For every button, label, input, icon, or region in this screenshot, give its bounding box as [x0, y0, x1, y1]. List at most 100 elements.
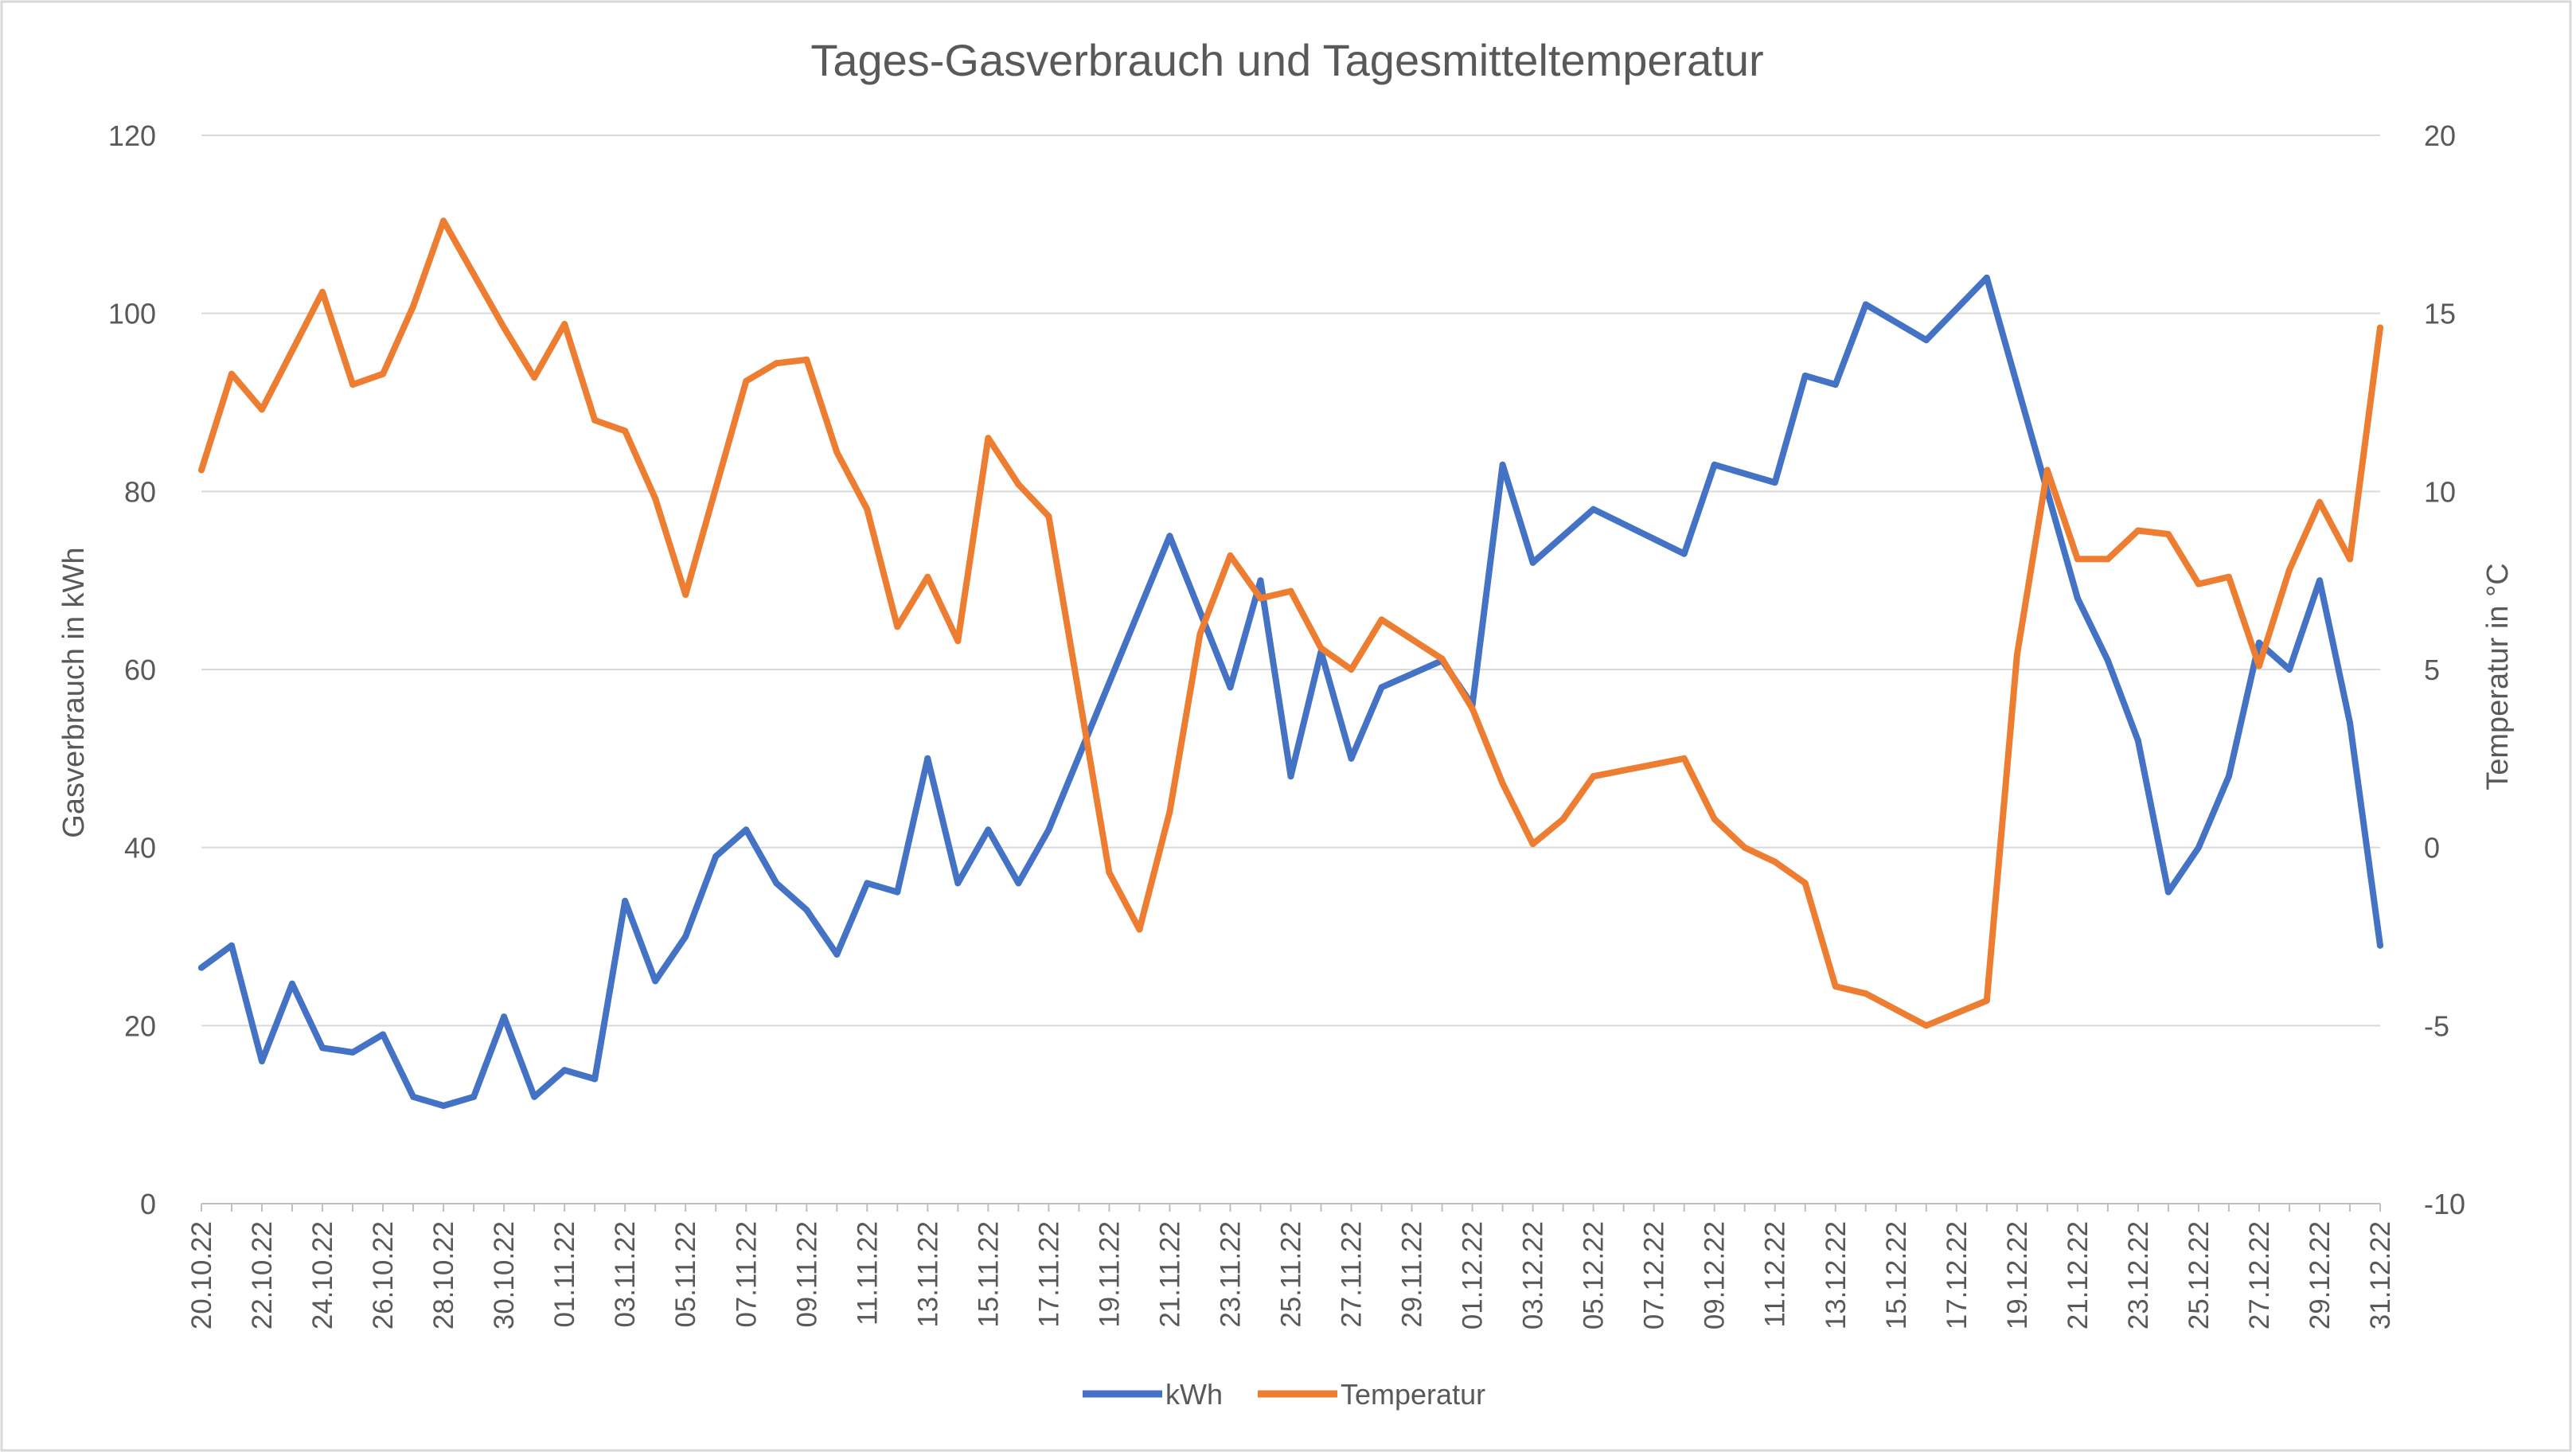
x-tick-label: 30.10.22 — [489, 1221, 520, 1329]
data-point-temperatur — [2225, 573, 2232, 580]
data-point-temperatur — [531, 374, 538, 381]
data-point-kwh — [380, 1031, 387, 1038]
y-axis-title: Gasverbrauch in kWh — [57, 547, 91, 837]
data-point-temperatur — [410, 303, 417, 310]
y2-tick-label: 0 — [2424, 832, 2440, 865]
data-point-kwh — [985, 826, 992, 833]
data-point-temperatur — [2316, 498, 2323, 506]
chart-title: Tages-Gasverbrauch und Tagesmitteltemper… — [810, 35, 1763, 85]
x-tick-label: 17.11.22 — [1033, 1221, 1064, 1328]
data-point-temperatur — [1166, 808, 1173, 815]
data-point-kwh — [501, 1013, 508, 1021]
data-point-kwh — [1227, 684, 1234, 691]
data-point-kwh — [2074, 595, 2081, 602]
x-tick-label: 27.12.22 — [2244, 1221, 2275, 1329]
x-tick-label: 22.10.22 — [247, 1221, 278, 1329]
x-tick-label: 28.10.22 — [428, 1221, 459, 1329]
y-tick-label: 80 — [124, 475, 156, 508]
x-tick-label: 20.10.22 — [186, 1221, 217, 1329]
data-point-temperatur — [1590, 773, 1597, 780]
data-point-kwh — [1257, 577, 1264, 584]
data-point-temperatur — [2164, 531, 2172, 537]
data-point-kwh — [2134, 737, 2141, 744]
data-point-kwh — [1771, 479, 1778, 486]
data-point-temperatur — [198, 466, 205, 474]
data-point-kwh — [743, 826, 750, 833]
data-point-kwh — [1801, 373, 1809, 379]
data-point-temperatur — [1045, 513, 1052, 520]
data-point-temperatur — [1801, 880, 1809, 887]
axes: 0 20 40 60 80 100 120 -10 -5 0 5 10 15 20 20.10.22 22.1… — [108, 119, 2465, 1329]
data-point-kwh — [803, 907, 810, 913]
data-point-temperatur — [501, 324, 508, 331]
data-point-temperatur — [833, 449, 841, 456]
data-point-temperatur — [2286, 566, 2293, 573]
x-tick-label: 13.12.22 — [1821, 1221, 1852, 1329]
y2-axis-title: Temperatur in °C — [2481, 563, 2515, 790]
data-point-temperatur — [1529, 841, 1536, 848]
data-point-kwh — [349, 1048, 357, 1056]
data-point-temperatur — [1862, 990, 1869, 997]
data-point-temperatur — [1832, 983, 1839, 990]
data-point-kwh — [652, 978, 659, 985]
data-point-kwh — [470, 1093, 478, 1100]
data-point-temperatur — [985, 435, 992, 442]
data-point-kwh — [1499, 461, 1506, 468]
data-point-kwh — [289, 980, 295, 987]
data-point-temperatur — [1741, 844, 1748, 851]
series-line-temperatur — [198, 217, 2383, 1029]
data-point-temperatur — [380, 370, 387, 377]
x-tick-label: 01.11.22 — [549, 1221, 580, 1328]
y-tick-label: 120 — [108, 119, 156, 152]
data-point-temperatur — [2134, 527, 2141, 534]
x-tick-label: 26.10.22 — [368, 1221, 399, 1329]
x-tick-label: 19.12.22 — [2002, 1221, 2033, 1329]
data-point-kwh — [2104, 657, 2111, 664]
data-point-kwh — [954, 880, 962, 887]
y2-tick-label: 20 — [2424, 119, 2456, 152]
data-point-temperatur — [1348, 666, 1355, 673]
x-tick-label: 25.12.22 — [2184, 1221, 2215, 1329]
data-point-kwh — [1832, 381, 1839, 388]
data-point-temperatur — [1438, 655, 1446, 662]
data-point-temperatur — [1196, 630, 1204, 638]
data-point-kwh — [198, 964, 205, 971]
data-point-kwh — [1711, 461, 1718, 468]
data-point-temperatur — [1136, 926, 1143, 933]
y2-tick-label: -5 — [2424, 1009, 2449, 1042]
y-tick-label: 40 — [124, 832, 156, 865]
data-point-kwh — [1045, 826, 1052, 833]
data-point-temperatur — [1257, 595, 1264, 602]
x-tick-label: 03.12.22 — [1518, 1221, 1549, 1329]
data-point-kwh — [1287, 773, 1294, 780]
data-point-temperatur — [1559, 815, 1567, 822]
data-point-temperatur — [1227, 552, 1234, 559]
data-point-temperatur — [1680, 755, 1688, 762]
data-point-kwh — [1590, 506, 1597, 513]
data-point-kwh — [1983, 274, 1990, 281]
x-tick-label: 07.11.22 — [731, 1221, 762, 1328]
x-tick-label: 03.11.22 — [610, 1221, 641, 1328]
data-point-temperatur — [2013, 652, 2020, 659]
x-tick-label: 25.11.22 — [1276, 1221, 1307, 1328]
data-point-temperatur — [803, 356, 810, 363]
x-tick-label: 09.11.22 — [791, 1221, 822, 1328]
data-point-kwh — [712, 853, 720, 860]
x-tick-label: 19.11.22 — [1094, 1221, 1125, 1328]
data-point-temperatur — [2377, 324, 2383, 331]
data-point-temperatur — [259, 406, 265, 413]
x-tick-label: 24.10.22 — [307, 1221, 338, 1329]
legend-label-kwh: kWh — [1165, 1378, 1223, 1411]
x-tick-label: 11.11.22 — [852, 1221, 883, 1325]
data-point-temperatur — [622, 427, 629, 435]
data-point-kwh — [410, 1093, 417, 1100]
data-point-temperatur — [2043, 466, 2051, 474]
data-point-temperatur — [1469, 705, 1476, 712]
x-tick-label: 11.12.22 — [1760, 1221, 1791, 1328]
x-tick-label: 15.11.22 — [973, 1221, 1004, 1328]
data-point-temperatur — [1771, 858, 1778, 865]
data-point-kwh — [440, 1103, 447, 1109]
data-point-temperatur — [2347, 556, 2353, 563]
gridlines — [201, 135, 2380, 1027]
x-tick-label: 29.12.22 — [2305, 1221, 2336, 1329]
